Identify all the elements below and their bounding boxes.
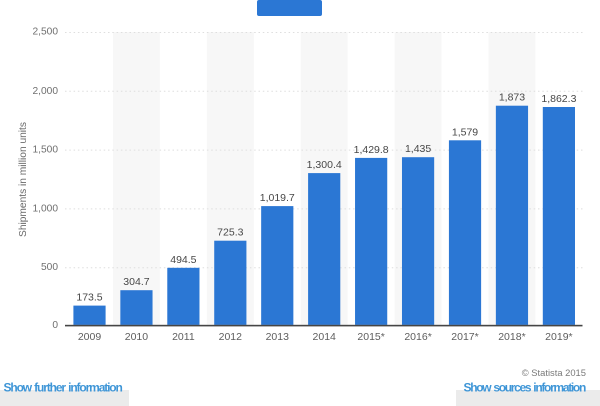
svg-text:© Statista 2015: © Statista 2015 [522, 367, 586, 378]
svg-text:Show further information: Show further information [4, 381, 123, 395]
svg-text:Show sources information: Show sources information [464, 381, 586, 395]
svg-text:2019*: 2019* [545, 331, 572, 343]
svg-text:1,019.7: 1,019.7 [260, 192, 295, 204]
svg-text:725.3: 725.3 [217, 227, 243, 239]
svg-text:2009: 2009 [78, 331, 102, 343]
svg-text:173.5: 173.5 [76, 292, 102, 304]
svg-text:500: 500 [41, 262, 58, 273]
svg-text:2017*: 2017* [451, 331, 478, 343]
svg-text:1,435: 1,435 [405, 143, 431, 155]
svg-text:2014: 2014 [313, 331, 337, 343]
svg-text:304.7: 304.7 [123, 276, 149, 288]
svg-text:2016*: 2016* [404, 331, 431, 343]
svg-text:2012: 2012 [219, 331, 243, 343]
svg-text:2018*: 2018* [498, 331, 525, 343]
svg-text:2011: 2011 [172, 331, 195, 343]
svg-text:1,862.3: 1,862.3 [541, 93, 576, 105]
svg-text:Shipments in million units: Shipments in million units [18, 122, 29, 237]
svg-text:2013: 2013 [266, 331, 290, 343]
svg-text:1,429.8: 1,429.8 [354, 144, 389, 156]
svg-text:2,000: 2,000 [33, 86, 59, 97]
svg-text:1,579: 1,579 [452, 126, 478, 138]
svg-text:2,500: 2,500 [33, 27, 59, 38]
svg-text:1,300.4: 1,300.4 [307, 159, 342, 171]
svg-text:1,873: 1,873 [499, 92, 525, 104]
svg-text:0: 0 [52, 320, 58, 331]
svg-text:2010: 2010 [125, 331, 149, 343]
svg-text:494.5: 494.5 [170, 254, 196, 266]
svg-text:2015*: 2015* [357, 331, 384, 343]
svg-text:1,500: 1,500 [33, 145, 59, 156]
svg-text:1,000: 1,000 [33, 203, 59, 214]
